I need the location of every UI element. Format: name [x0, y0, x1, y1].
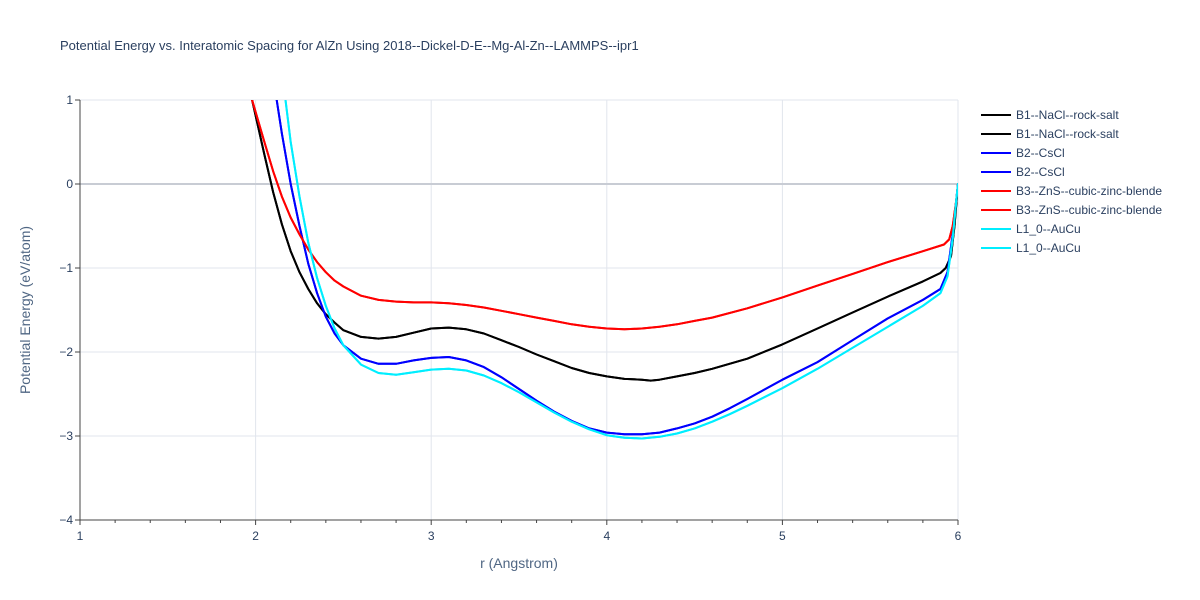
legend-item[interactable]: B1--NaCl--rock-salt: [981, 127, 1119, 141]
legend-label: B3--ZnS--cubic-zinc-blende: [1016, 184, 1162, 198]
series-line: [284, 100, 958, 440]
x-tick-label: 1: [77, 529, 84, 543]
legend-item[interactable]: B2--CsCl: [981, 165, 1065, 179]
x-tick-label: 3: [428, 529, 435, 543]
legend-label: L1_0--AuCu: [1016, 241, 1081, 255]
axes: [75, 99, 959, 525]
x-tick-label: 4: [603, 529, 610, 543]
x-tick-label: 2: [252, 529, 259, 543]
x-tick-label: 6: [955, 529, 962, 543]
legend: B1--NaCl--rock-salt B1--NaCl--rock-salt B2…: [981, 108, 1162, 255]
series-line: [251, 100, 958, 382]
legend-item[interactable]: L1_0--AuCu: [981, 222, 1081, 236]
series-line: [275, 100, 958, 436]
y-tick-label: −4: [59, 513, 73, 527]
x-axis-title: r (Angstrom): [480, 555, 558, 571]
chart-title: Potential Energy vs. Interatomic Spacing…: [60, 38, 639, 53]
legend-label: B2--CsCl: [1016, 165, 1065, 179]
legend-item[interactable]: B3--ZnS--cubic-zinc-blende: [981, 203, 1162, 217]
legend-label: B1--NaCl--rock-salt: [1016, 127, 1119, 141]
y-tick-label: 0: [66, 177, 73, 191]
legend-item[interactable]: B3--ZnS--cubic-zinc-blende: [981, 184, 1162, 198]
legend-label: L1_0--AuCu: [1016, 222, 1081, 236]
series-line: [251, 100, 958, 382]
series-layer: [251, 100, 958, 440]
legend-item[interactable]: B2--CsCl: [981, 146, 1065, 160]
legend-item[interactable]: L1_0--AuCu: [981, 241, 1081, 255]
y-tick-labels: 1 0 −1 −2 −3 −4: [59, 93, 73, 527]
legend-label: B2--CsCl: [1016, 146, 1065, 160]
y-tick-label: −1: [59, 261, 73, 275]
y-tick-label: −2: [59, 345, 73, 359]
series-line: [284, 100, 958, 440]
x-tick-labels: 1 2 3 4 5 6: [77, 529, 962, 543]
series-line: [275, 100, 958, 436]
legend-item[interactable]: B1--NaCl--rock-salt: [981, 108, 1119, 122]
legend-label: B1--NaCl--rock-salt: [1016, 108, 1119, 122]
y-axis-title: Potential Energy (eV/atom): [17, 226, 33, 394]
series-line: [251, 100, 958, 331]
x-tick-label: 5: [779, 529, 786, 543]
y-tick-label: −3: [59, 429, 73, 443]
gridlines: [80, 99, 959, 520]
y-tick-label: 1: [66, 93, 73, 107]
legend-label: B3--ZnS--cubic-zinc-blende: [1016, 203, 1162, 217]
